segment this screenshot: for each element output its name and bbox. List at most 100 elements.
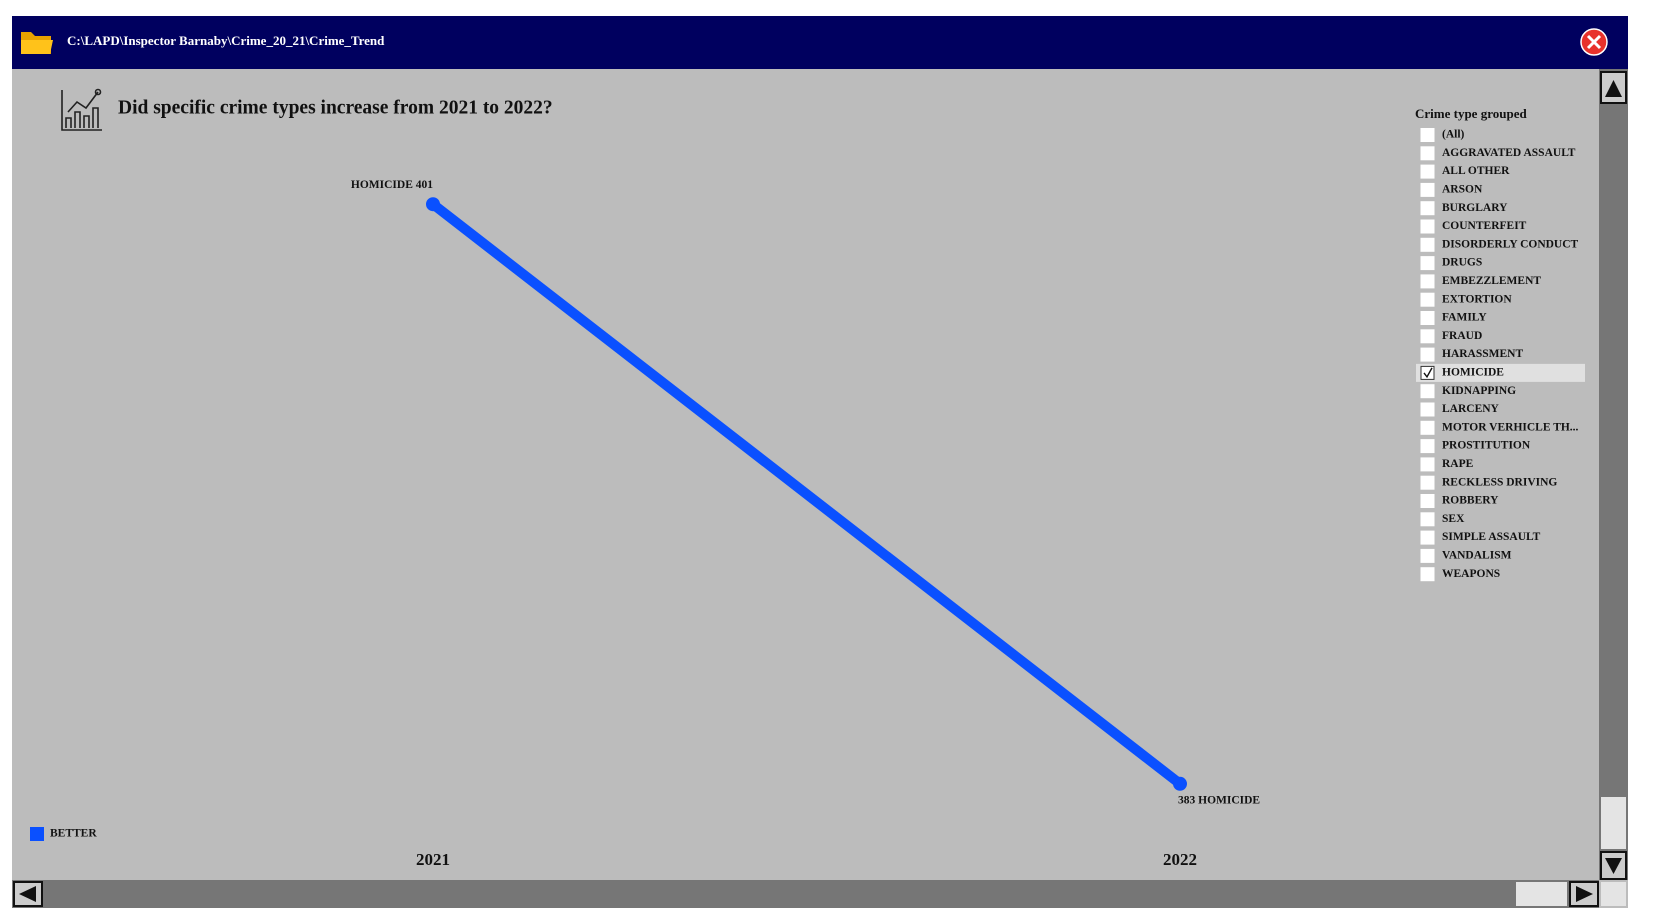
filter-label: DISORDERLY CONDUCT	[1442, 238, 1579, 250]
point	[426, 197, 440, 212]
checkbox[interactable]	[1420, 548, 1435, 563]
checkbox[interactable]	[1420, 384, 1435, 399]
left-arrow	[19, 886, 36, 902]
filter-item[interactable]: DRUGS	[1420, 256, 1482, 271]
checkbox[interactable]	[1420, 219, 1435, 234]
filter-item[interactable]: RECKLESS DRIVING	[1420, 475, 1557, 490]
down-arrow	[1605, 858, 1622, 874]
legend-label: BETTER	[50, 828, 97, 840]
checkbox[interactable]	[1420, 494, 1435, 508]
filter-item[interactable]: FAMILY	[1420, 311, 1487, 325]
filter-item[interactable]: PROSTITUTION	[1420, 439, 1531, 454]
filter-label: (All)	[1442, 129, 1465, 141]
data-label: 383 HOMICIDE	[1178, 794, 1260, 806]
point	[1173, 776, 1187, 791]
checkbox[interactable]	[1420, 475, 1435, 490]
checkbox[interactable]	[1420, 292, 1435, 307]
checkbox[interactable]	[1420, 311, 1435, 325]
right-arrow	[1576, 886, 1593, 902]
filter-label: KIDNAPPING	[1442, 385, 1516, 397]
plot: 2021 2022 HOMICIDE 401 383 HOMICIDE BETTER	[30, 179, 1260, 869]
filter-label: MOTOR VERHICLE TH...	[1442, 421, 1579, 433]
filter-label: BURGLARY	[1442, 202, 1508, 214]
data-label: HOMICIDE 401	[351, 179, 433, 191]
filter-item[interactable]: BURGLARY	[1420, 201, 1508, 216]
selected-row	[1416, 363, 1585, 382]
check-mark	[1423, 367, 1433, 379]
filter-label: ALL OTHER	[1442, 165, 1510, 177]
filter-label: SEX	[1442, 513, 1465, 525]
filter-label: EMBEZZLEMENT	[1442, 275, 1541, 287]
slope-line	[428, 199, 1185, 789]
checkbox[interactable]	[1420, 512, 1435, 527]
filter-label: FRAUD	[1442, 330, 1482, 342]
filter-item[interactable]: HOMICIDE	[1416, 363, 1585, 382]
filter-item[interactable]: COUNTERFEIT	[1420, 219, 1527, 234]
filter-label: ROBBERY	[1442, 495, 1499, 507]
filter-item[interactable]: AGGRAVATED ASSAULT	[1420, 146, 1576, 161]
filter-label: HOMICIDE	[1442, 367, 1504, 379]
filter-label: LARCENY	[1442, 403, 1500, 415]
filter-label: ARSON	[1442, 184, 1483, 196]
scroll-thumb[interactable]	[1601, 797, 1626, 849]
checkbox[interactable]	[1420, 439, 1435, 454]
filter-item[interactable]: SEX	[1420, 512, 1465, 527]
checkbox[interactable]	[1420, 146, 1435, 161]
checkbox[interactable]	[1420, 164, 1435, 179]
chart-title: Did specific crime types increase from 2…	[118, 97, 553, 118]
filter-item[interactable]: HARASSMENT	[1420, 347, 1523, 362]
filter-item[interactable]: RAPE	[1420, 457, 1474, 472]
filter-item[interactable]: WEAPONS	[1420, 567, 1500, 582]
window-path: C:\LAPD\Inspector Barnaby\Crime_20_21\Cr…	[67, 33, 385, 48]
checkbox[interactable]	[1420, 420, 1435, 435]
folder-icon	[21, 32, 53, 54]
filter-item[interactable]: ARSON	[1420, 182, 1483, 197]
filter-item[interactable]: KIDNAPPING	[1420, 384, 1516, 399]
x-category-label: 2021	[416, 850, 450, 869]
checkbox[interactable]	[1420, 329, 1435, 344]
vertical-scrollbar	[1599, 69, 1628, 880]
checkbox[interactable]	[1420, 347, 1435, 362]
filter-item[interactable]: DISORDERLY CONDUCT	[1420, 237, 1579, 252]
title-bar	[12, 16, 1628, 69]
filter-label: VANDALISM	[1442, 550, 1512, 562]
filter-item[interactable]: MOTOR VERHICLE TH...	[1420, 420, 1579, 435]
filter-title: Crime type grouped	[1415, 106, 1527, 121]
checkbox[interactable]	[1420, 402, 1435, 417]
filter-label: DRUGS	[1442, 257, 1482, 269]
checkbox[interactable]	[1420, 256, 1435, 271]
filter-label: WEAPONS	[1442, 568, 1500, 580]
filter-label: SIMPLE ASSAULT	[1442, 531, 1541, 543]
legend-swatch	[30, 827, 44, 841]
filter-list: (All) AGGRAVATED ASSAULT ALL OTHER ARSON BUR…	[1416, 128, 1585, 582]
chart-icon	[61, 88, 102, 131]
filter-item[interactable]: ALL OTHER	[1420, 164, 1510, 179]
filter-label: RECKLESS DRIVING	[1442, 476, 1557, 488]
checkbox[interactable]	[1420, 201, 1435, 216]
filter-label: FAMILY	[1442, 312, 1487, 324]
filter-item[interactable]: SIMPLE ASSAULT	[1420, 530, 1541, 545]
scroll-thumb-h[interactable]	[1516, 882, 1567, 906]
filter-item[interactable]: EXTORTION	[1420, 292, 1512, 307]
filter-item[interactable]: LARCENY	[1420, 402, 1500, 417]
filter-label: COUNTERFEIT	[1442, 220, 1527, 232]
close-button[interactable]	[1580, 28, 1608, 56]
checkbox[interactable]	[1420, 530, 1435, 545]
checkbox[interactable]	[1420, 237, 1435, 252]
up-arrow	[1605, 80, 1622, 97]
checkbox[interactable]	[1420, 128, 1435, 142]
window	[12, 16, 1628, 908]
filter-item[interactable]: VANDALISM	[1420, 548, 1512, 563]
checkbox[interactable]	[1420, 567, 1435, 582]
filter-label: PROSTITUTION	[1442, 440, 1531, 452]
checkbox[interactable]	[1420, 457, 1435, 472]
checkbox[interactable]	[1420, 274, 1435, 289]
filter-item[interactable]: EMBEZZLEMENT	[1420, 274, 1541, 289]
x-category-label: 2022	[1163, 850, 1197, 869]
filter-item[interactable]: ROBBERY	[1420, 494, 1499, 508]
filter-item[interactable]: FRAUD	[1420, 329, 1482, 344]
filter-item[interactable]: (All)	[1420, 128, 1465, 142]
checkbox[interactable]	[1420, 182, 1435, 197]
